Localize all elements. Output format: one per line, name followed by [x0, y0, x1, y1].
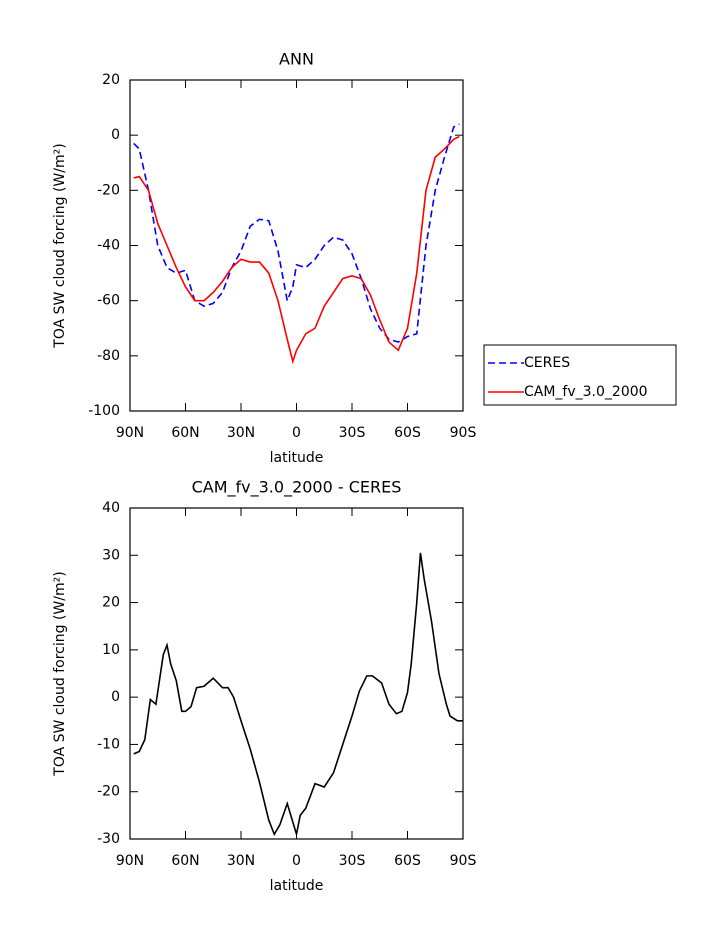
y-tick-label: 0	[111, 689, 120, 705]
x-axis-label: latitude	[270, 450, 324, 466]
y-tick-label: -80	[97, 348, 120, 364]
x-tick-label: 30S	[339, 853, 366, 869]
legend-label: CAM_fv_3.0_2000	[524, 384, 648, 400]
plot-frame	[129, 79, 464, 412]
y-tick-label: -10	[97, 736, 120, 752]
y-tick-label: 0	[111, 127, 120, 143]
x-tick-label: 30S	[339, 425, 366, 441]
x-tick-label: 0	[292, 853, 301, 869]
x-tick-label: 30N	[227, 853, 255, 869]
y-axis-label: TOA SW cloud forcing (W/m²)	[52, 143, 68, 348]
x-tick-label: 90N	[116, 425, 144, 441]
y-tick-label: 40	[102, 500, 120, 516]
data-line	[133, 552, 463, 837]
y-tick-label: -40	[97, 238, 120, 254]
y-tick-label: 10	[102, 642, 120, 658]
x-tick-label: 0	[292, 425, 301, 441]
y-axis-label: TOA SW cloud forcing (W/m²)	[52, 571, 68, 776]
x-tick-label: 60N	[171, 853, 199, 869]
y-tick-label: 30	[102, 547, 120, 563]
y-tick-label: -100	[88, 403, 120, 419]
x-tick-label: 90S	[450, 425, 477, 441]
data-line	[133, 123, 460, 343]
legend-box	[483, 344, 677, 406]
chart-title: CAM_fv_3.0_2000 - CERES	[192, 478, 402, 498]
y-tick-label: -60	[97, 293, 120, 309]
x-tick-label: 90S	[450, 853, 477, 869]
x-tick-label: 60S	[394, 425, 421, 441]
x-tick-label: 60S	[394, 853, 421, 869]
y-tick-label: -30	[97, 831, 120, 847]
chart-title: ANN	[279, 50, 314, 69]
y-tick-label: 20	[102, 595, 120, 611]
data-line	[133, 135, 460, 365]
y-tick-label: -20	[97, 784, 120, 800]
x-tick-label: 60N	[171, 425, 199, 441]
legend-label: CERES	[524, 355, 570, 371]
x-tick-label: 30N	[227, 425, 255, 441]
y-tick-label: -20	[97, 182, 120, 198]
x-axis-label: latitude	[270, 878, 324, 894]
x-tick-label: 90N	[116, 853, 144, 869]
y-tick-label: 20	[102, 72, 120, 88]
plot-frame	[129, 507, 464, 840]
